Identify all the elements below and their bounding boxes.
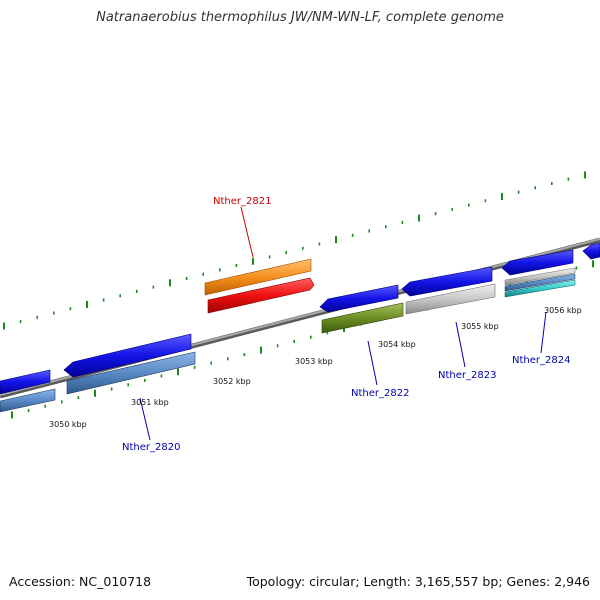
tick-label-3055: 3055 kbp (461, 322, 499, 331)
gene-arrow-nther-2821[interactable] (207, 277, 315, 314)
tick-label-3052: 3052 kbp (213, 377, 251, 386)
gene-label-nther-2822[interactable]: Nther_2822 (351, 388, 409, 399)
gene-arrow-nther-2824[interactable] (501, 249, 574, 276)
length-value: 3,165,557 bp (414, 574, 499, 589)
accession-label: Accession: (9, 574, 76, 589)
tick-label-3056: 3056 kbp (544, 306, 582, 315)
map-title: Natranaerobius thermophilus JW/NM-WN-LF,… (96, 10, 504, 25)
callout-line-nther-2823 (455, 321, 466, 368)
gene-arrow-partial-right[interactable] (582, 242, 600, 260)
topology-value: circular (309, 574, 356, 589)
genome-summary: Topology: circular; Length: 3,165,557 bp… (246, 574, 590, 589)
gene-label-nther-2823[interactable]: Nther_2823 (438, 370, 496, 381)
gene-label-nther-2824[interactable]: Nther_2824 (512, 355, 570, 366)
gene-sub-nther-2824-cyan[interactable] (504, 279, 576, 298)
gene-labels: Nther_2821 Nther_2820 Nther_2822 Nther_2… (122, 196, 570, 453)
gene-sub-nther-2820[interactable] (66, 351, 196, 395)
gene-arrow-nther-2821-orange[interactable] (204, 258, 312, 296)
genes-value: 2,946 (554, 574, 590, 589)
gene-callouts (139, 206, 547, 441)
tick-label-3054: 3054 kbp (378, 340, 416, 349)
gene-track-reverse (0, 242, 600, 413)
callout-line-nther-2821 (240, 206, 254, 258)
genes-label: Genes: (506, 574, 551, 589)
tick-label-3050: 3050 kbp (49, 420, 87, 429)
callout-line-nther-2822 (367, 340, 378, 386)
gene-sub-partial-left[interactable] (0, 388, 56, 413)
gene-sub-nther-2824[interactable] (504, 267, 576, 286)
topology-label: Topology: (246, 574, 306, 589)
gene-track-forward (204, 258, 315, 314)
upper-tick-track (3, 171, 586, 330)
length-label: Length: (363, 574, 411, 589)
gene-arrow-partial-left[interactable] (0, 369, 51, 395)
accession-value: NC_010718 (79, 574, 152, 589)
tick-label-3051: 3051 kbp (131, 398, 169, 407)
gene-label-nther-2820[interactable]: Nther_2820 (122, 442, 180, 453)
callout-line-nther-2820 (139, 397, 151, 441)
callout-line-nther-2824 (540, 311, 547, 354)
gene-arrow-nther-2822[interactable] (319, 284, 399, 313)
gene-sub-nther-2823[interactable] (405, 283, 496, 315)
accession-info: Accession: NC_010718 (9, 574, 151, 589)
gene-sub-nther-2822[interactable] (321, 302, 404, 334)
scale-labels: 3050 kbp 3051 kbp 3052 kbp 3053 kbp 3054… (49, 306, 582, 429)
tick-label-3053: 3053 kbp (295, 357, 333, 366)
gene-sub-nther-2824-steel[interactable] (504, 273, 576, 292)
gene-arrow-nther-2820[interactable] (63, 333, 192, 378)
gene-label-nther-2821[interactable]: Nther_2821 (213, 196, 271, 207)
gene-arrow-nther-2823[interactable] (401, 266, 493, 297)
